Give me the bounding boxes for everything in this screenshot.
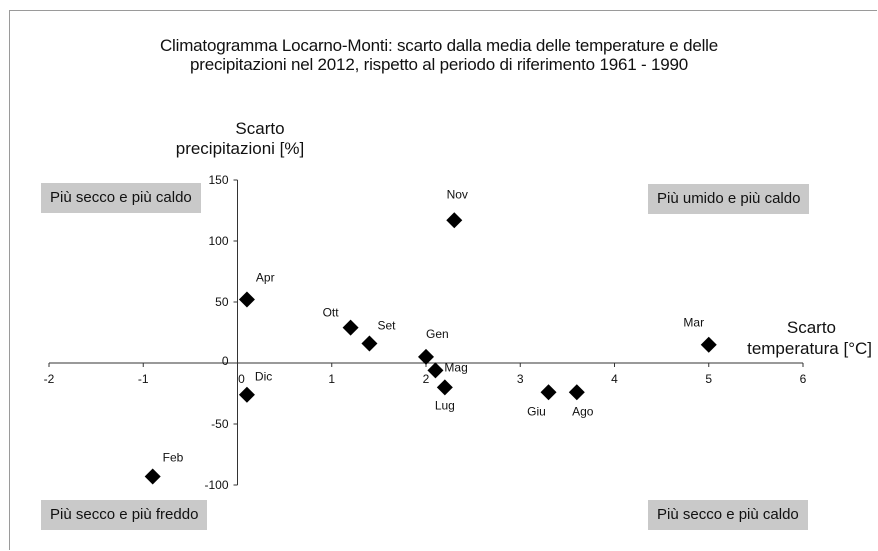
y-tick-label: -100 [204, 478, 228, 492]
point-label-apr: Apr [256, 271, 275, 285]
y-tick-label: 50 [215, 295, 229, 309]
data-point-nov [446, 212, 463, 229]
point-label-lug: Lug [435, 398, 455, 412]
point-label-mag: Mag [444, 360, 467, 374]
point-label-set: Set [377, 318, 396, 332]
data-point-gen [418, 348, 434, 365]
point-label-nov: Nov [447, 187, 468, 201]
x-tick-label: 3 [517, 372, 524, 386]
y-tick-label: -50 [211, 417, 229, 431]
x-tick-label: 5 [705, 372, 712, 386]
point-label-mar: Mar [683, 316, 704, 330]
x-tick-label: 1 [328, 372, 335, 386]
data-point-mag [427, 362, 444, 379]
point-label-dic: Dic [255, 370, 272, 384]
quadrant-label-bottom-right: Più secco e più caldo [648, 500, 808, 530]
point-label-gen: Gen [426, 327, 449, 341]
x-axis-label-line1: Scarto [787, 318, 836, 337]
quadrant-label-top-left: Più secco e più caldo [41, 183, 201, 213]
x-tick-label: -2 [44, 372, 55, 386]
data-point-giu [540, 384, 557, 401]
y-axis-label-line2: precipitazioni [%] [176, 139, 305, 158]
x-tick-label: 4 [611, 372, 618, 386]
data-point-dic [238, 386, 255, 403]
quadrant-label-top-right: Più umido e più caldo [648, 184, 810, 214]
y-axis-label-line1: Scarto [235, 119, 284, 138]
chart-title-line1: Climatogramma Locarno-Monti: scarto dall… [159, 36, 718, 55]
y-tick-label: 100 [208, 234, 228, 248]
point-label-feb: Feb [163, 450, 184, 464]
y-tick-label: 0 [222, 354, 229, 368]
x-axis-label-line2: temperatura [°C] [747, 339, 872, 358]
x-tick-group: -2 -1 0 1 2 3 4 5 6 [44, 363, 807, 386]
x-tick-label: 6 [800, 372, 807, 386]
y-tick-label: 150 [208, 173, 228, 187]
data-point-apr [238, 291, 255, 308]
x-tick-label: 2 [423, 372, 430, 386]
chart-title-line2: precipitazioni nel 2012, rispetto al per… [190, 55, 688, 74]
data-point-lug [436, 379, 453, 396]
data-point-set [361, 335, 378, 352]
data-point-ago [568, 384, 585, 401]
data-point-ott [342, 319, 359, 336]
point-label-giu: Giu [527, 404, 546, 418]
point-label-ago: Ago [572, 404, 594, 418]
x-tick-label: -1 [138, 372, 149, 386]
point-label-ott: Ott [323, 306, 340, 320]
y-tick-group: -100 -50 0 50 100 150 [204, 173, 238, 492]
point-group: Gen Feb Mar Apr Mag Giu Lug Ago Set Ott Nov Dic [144, 187, 717, 485]
data-point-feb [144, 468, 161, 485]
data-point-mar [700, 336, 717, 353]
chart-frame [9, 10, 877, 550]
quadrant-label-bottom-left: Più secco e più freddo [41, 500, 208, 530]
x-tick-label: 0 [238, 372, 245, 386]
